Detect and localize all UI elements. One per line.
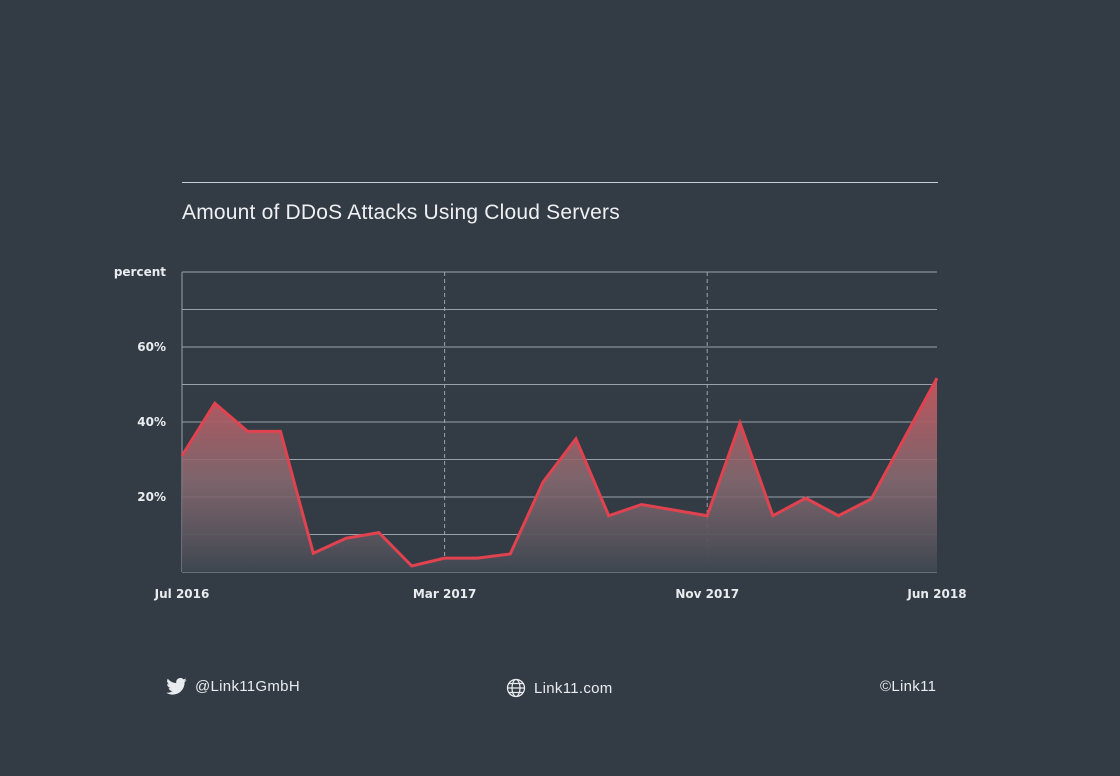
y-tick-label: 40%: [137, 415, 166, 429]
footer-website[interactable]: Link11.com: [506, 678, 613, 698]
footer-twitter[interactable]: @Link11GmbH: [166, 678, 300, 695]
footer-copyright: ©Link11: [880, 678, 936, 695]
twitter-bird-icon: [166, 678, 187, 695]
chart-title: Amount of DDoS Attacks Using Cloud Serve…: [182, 201, 620, 224]
y-tick-label: 20%: [137, 490, 166, 504]
series-line: [180, 377, 939, 568]
copyright-text: ©Link11: [880, 678, 937, 695]
x-tick-label: Jul 2016: [154, 587, 210, 601]
area-fill: [182, 378, 937, 572]
y-axis-label: percent: [114, 265, 166, 279]
y-tick-label: 60%: [137, 340, 166, 354]
globe-icon: [506, 678, 526, 698]
twitter-handle: @Link11GmbH: [195, 678, 300, 695]
x-tick-label: Jun 2018: [906, 587, 966, 601]
title-rule: [182, 182, 938, 183]
x-tick-label: Nov 2017: [675, 587, 739, 601]
website-link: Link11.com: [534, 679, 613, 697]
x-tick-label: Mar 2017: [413, 587, 477, 601]
